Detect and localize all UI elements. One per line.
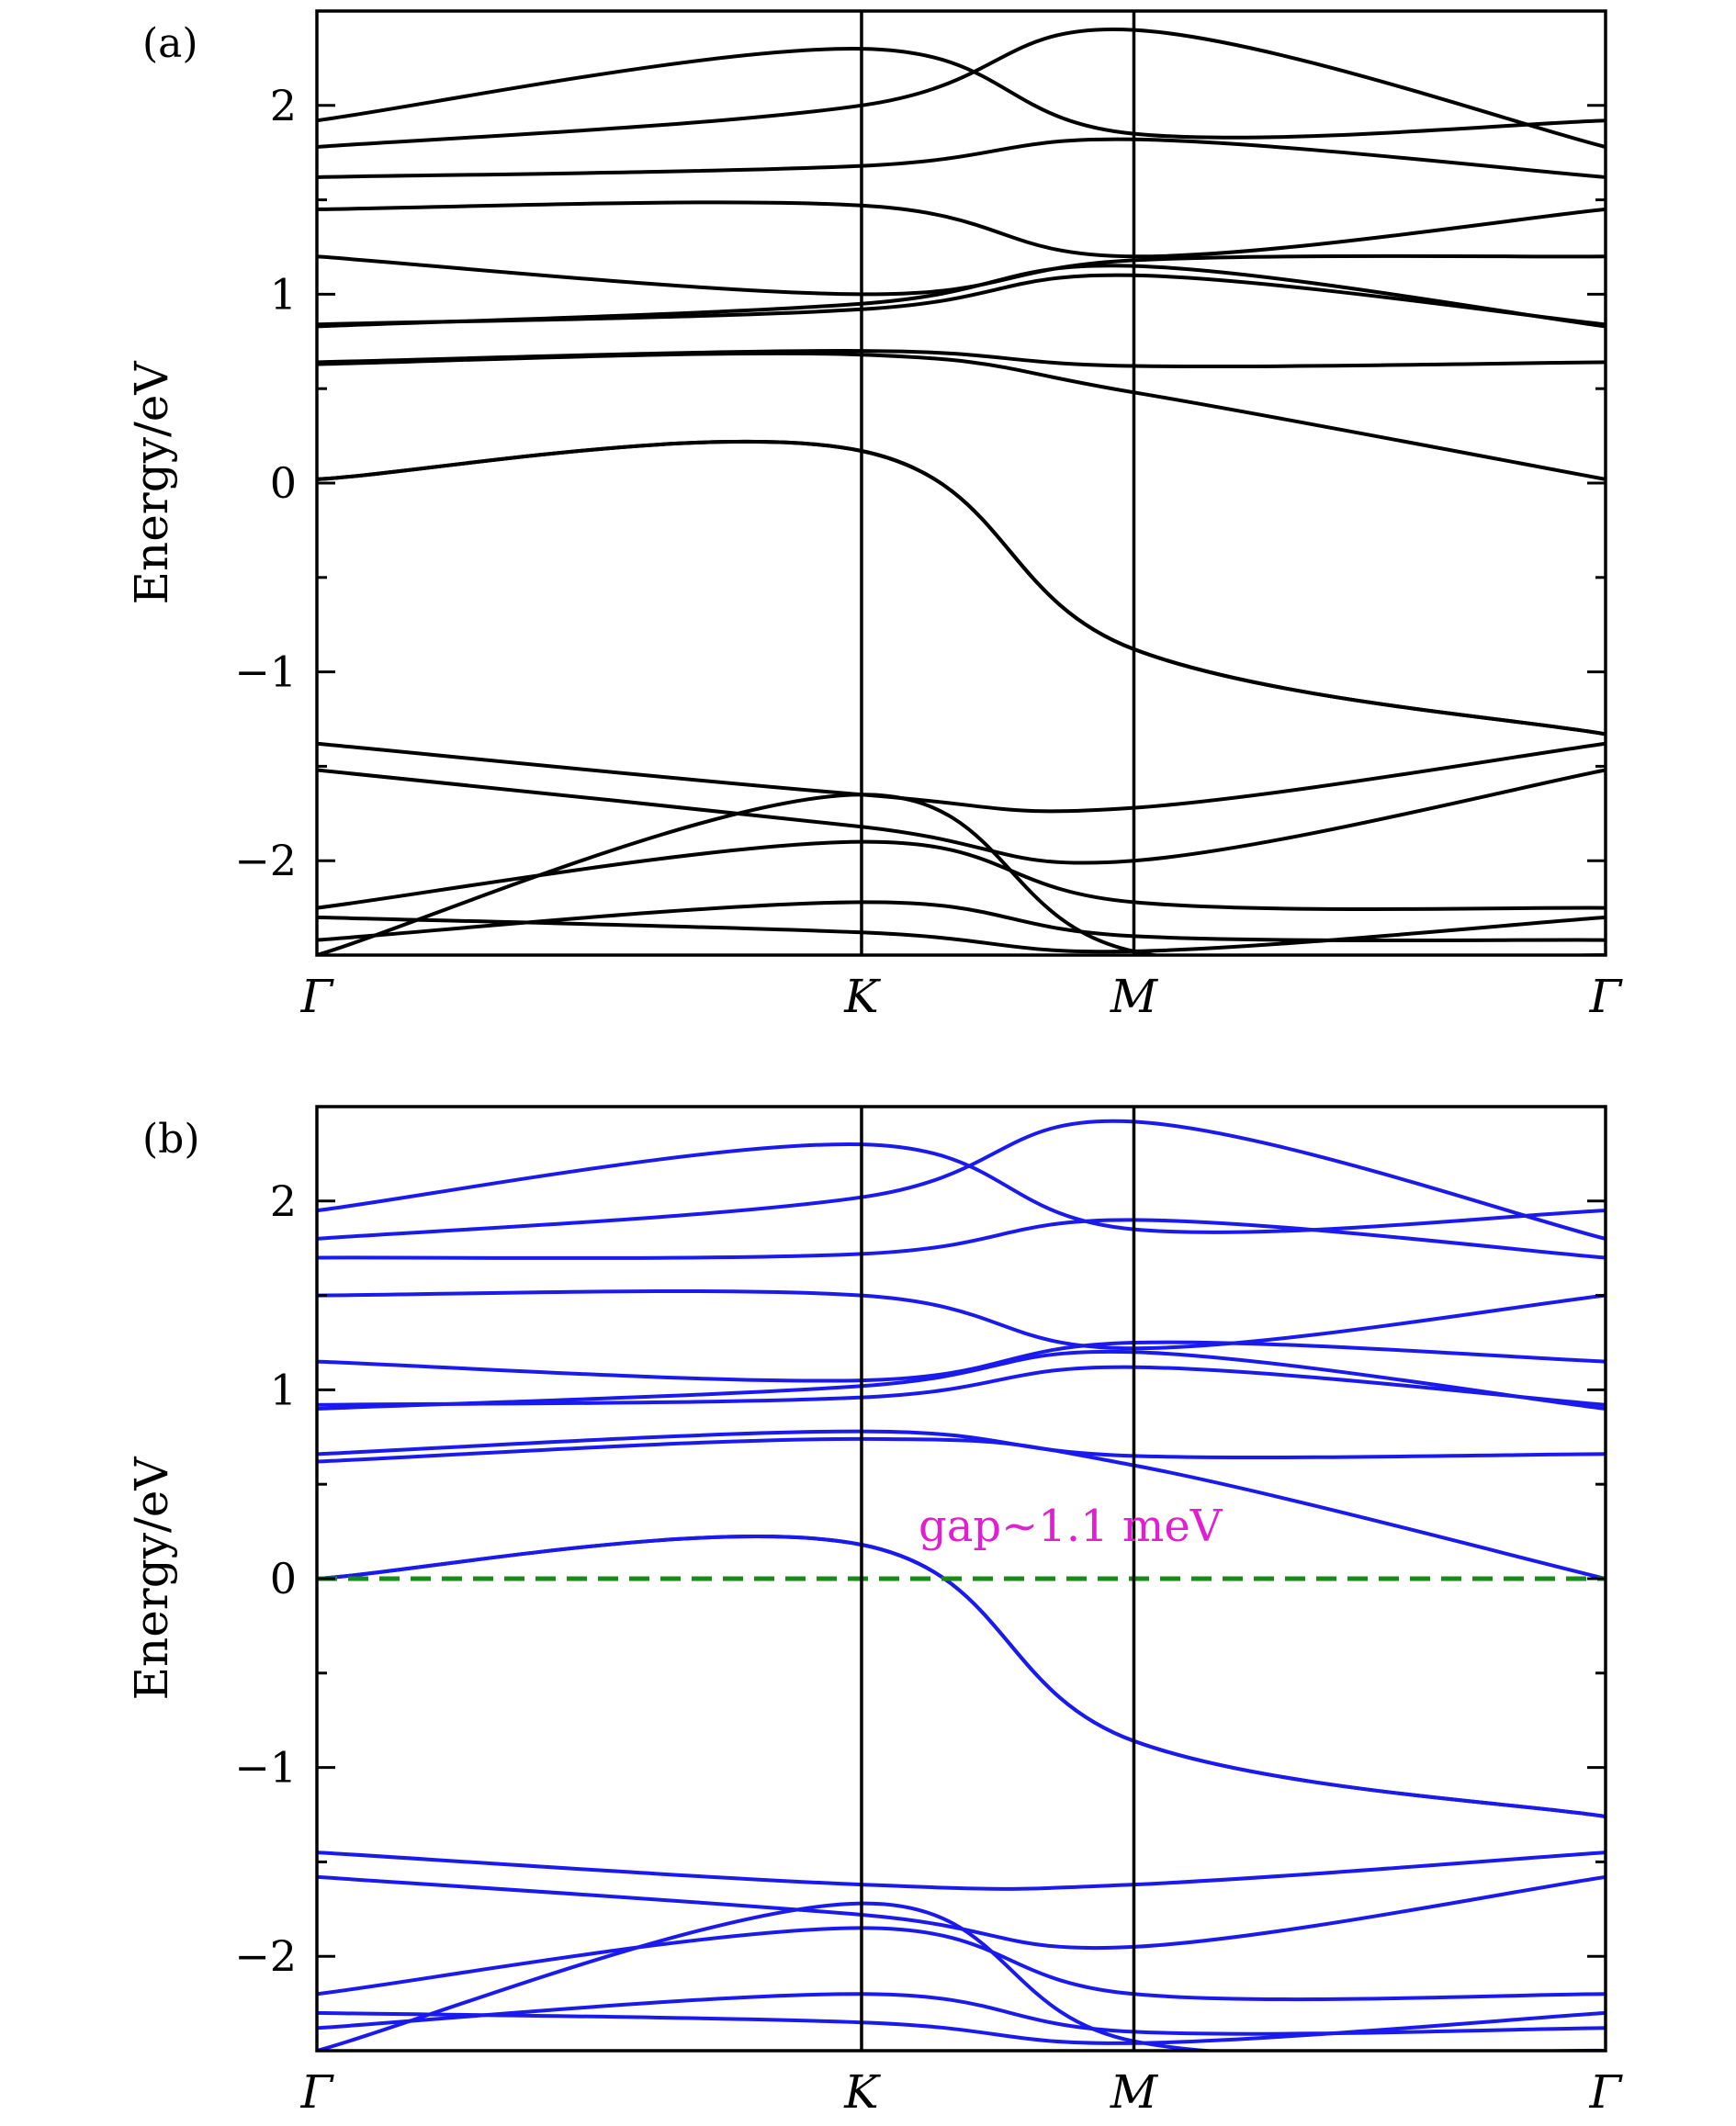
y-tick-label: −1	[234, 1743, 297, 1793]
band-line-14	[317, 1992, 1606, 2036]
band-line-6	[317, 253, 1606, 297]
band-line-4	[317, 1349, 1606, 1411]
band-line-15	[317, 793, 1606, 955]
band-line-11	[317, 1850, 1606, 1891]
y-tick-label: −1	[234, 647, 297, 697]
y-tick-label: 2	[270, 81, 297, 130]
band-line-8	[317, 137, 1606, 179]
band-lines	[317, 27, 1606, 955]
y-axis-title: Energy/eV	[125, 361, 178, 605]
x-tick-label: Γ	[1589, 2065, 1624, 2119]
y-tick-label: 0	[270, 458, 297, 508]
chart-panel-a: 2 1 0 −1 −2 Γ K M Γ Energy/eV (a)	[125, 9, 1624, 1023]
y-tick-label: −2	[234, 1931, 297, 1981]
panel-label: (b)	[142, 1116, 200, 1163]
band-line-3	[317, 351, 1606, 481]
band-line-8	[317, 1218, 1606, 1260]
x-tick-label: K	[843, 970, 881, 1023]
x-tick-label: M	[1110, 2065, 1159, 2119]
band-line-12	[317, 1874, 1606, 1951]
band-line-2	[317, 1429, 1606, 1459]
band-line-1	[317, 439, 1606, 737]
panel-label: (a)	[142, 20, 198, 67]
x-tick-label: Γ	[300, 970, 335, 1023]
band-line-13	[317, 839, 1606, 911]
y-axis-title: Energy/eV	[125, 1457, 178, 1701]
band-line-6	[317, 1340, 1606, 1383]
band-line-16	[317, 2010, 1606, 2045]
band-lines	[317, 1119, 1606, 2051]
x-tick-label: M	[1110, 970, 1159, 1023]
band-line-9	[317, 27, 1606, 149]
band-line-15	[317, 1901, 1606, 2051]
band-line-5	[317, 273, 1606, 327]
chart-panel-b: 2 1 0 −1 −2 Γ K M Γ Energy/eV (b) gap~1.1 meV	[125, 1105, 1624, 2119]
band-line-7	[317, 200, 1606, 259]
x-tick-label: K	[843, 2065, 881, 2119]
band-line-3	[317, 1436, 1606, 1580]
band-line-10	[317, 47, 1606, 140]
band-line-7	[317, 1288, 1606, 1351]
y-tick-label: 1	[270, 269, 297, 319]
band-line-12	[317, 768, 1606, 865]
y-tick-label: 1	[270, 1365, 297, 1414]
x-tick-label: Γ	[1589, 970, 1624, 1023]
band-line-1	[317, 1534, 1606, 1819]
band-line-16	[317, 915, 1606, 954]
band-line-9	[317, 1119, 1606, 1241]
band-line-11	[317, 741, 1606, 814]
band-line-5	[317, 1365, 1606, 1407]
x-tick-label: Γ	[300, 2065, 335, 2119]
band-line-10	[317, 1142, 1606, 1234]
y-tick-label: −2	[234, 836, 297, 885]
y-tick-label: 2	[270, 1176, 297, 1226]
band-line-0	[317, 439, 1606, 737]
gap-annotation: gap~1.1 meV	[919, 1501, 1223, 1552]
y-tick-label: 0	[270, 1554, 297, 1603]
